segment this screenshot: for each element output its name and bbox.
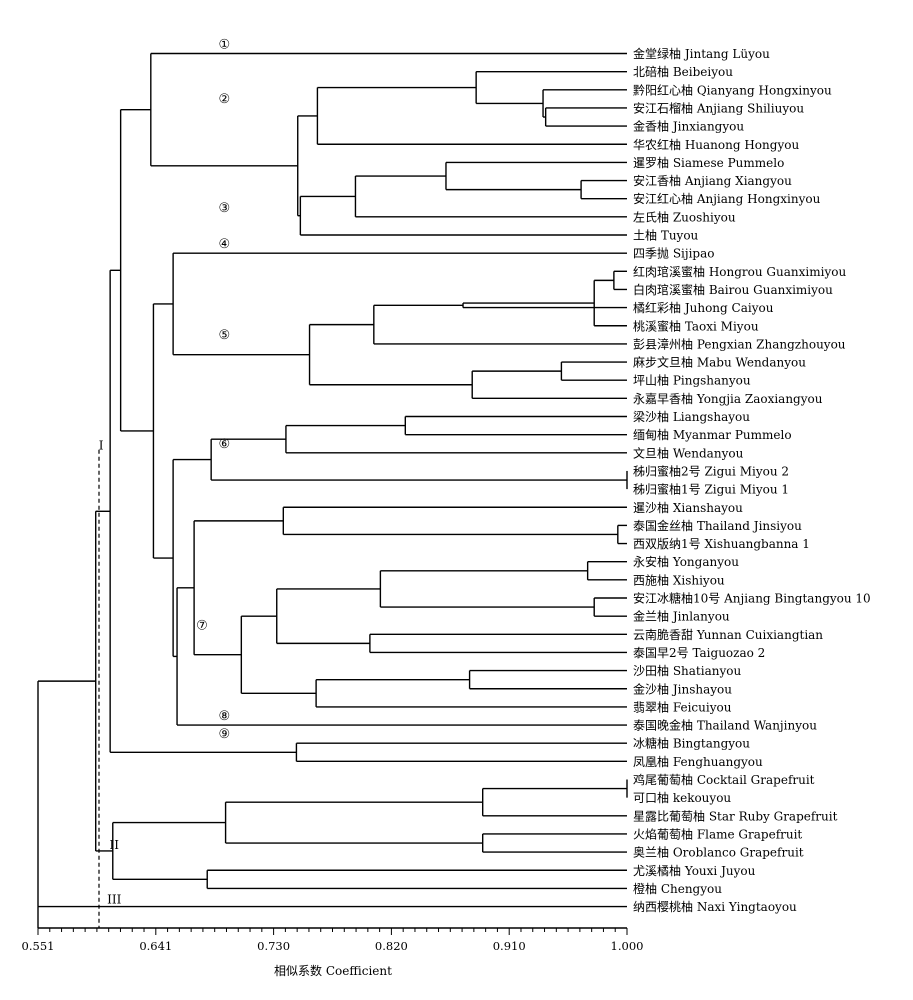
leaf-label: 文旦柚 Wendanyou <box>633 445 744 460</box>
x-tick-label: 0.820 <box>375 939 408 953</box>
leaf-label: 土柚 Tuyou <box>633 228 699 243</box>
leaf-label: 橘红彩柚 Juhong Caiyou <box>633 300 774 315</box>
cluster-number: ③ <box>218 201 230 216</box>
leaf-label: 安江红心柚 Anjiang Hongxinyou <box>633 191 821 206</box>
leaf-label: 华农红柚 Huanong Hongyou <box>633 137 799 152</box>
x-tick-label: 0.730 <box>257 939 290 953</box>
leaf-label: 北碚柚 Beibeiyou <box>633 64 733 79</box>
x-tick-label: 1.000 <box>611 939 644 953</box>
leaf-label: 暹罗柚 Siamese Pummelo <box>633 155 784 170</box>
x-tick-label: 0.910 <box>493 939 526 953</box>
leaf-label: 可口柚 kekouyou <box>633 790 731 805</box>
leaf-label: 沙田柚 Shatianyou <box>633 663 741 678</box>
leaf-label: 鸡尾葡萄柚 Cocktail Grapefruit <box>633 772 815 787</box>
x-tick-label: 0.551 <box>22 939 55 953</box>
leaf-label: 西施柚 Xishiyou <box>633 572 725 587</box>
leaf-label: 金堂绿柚 Jintang Lüyou <box>633 46 770 61</box>
leaf-label: 翡翠柚 Feicuiyou <box>633 699 732 714</box>
leaf-label: 黔阳红心柚 Qianyang Hongxinyou <box>633 82 832 97</box>
leaf-label: 桃溪蜜柚 Taoxi Miyou <box>633 318 759 333</box>
leaf-label: 安江冰糖柚10号 Anjiang Bingtangyou 10 <box>633 591 871 606</box>
leaf-label: 冰糖柚 Bingtangyou <box>633 736 750 751</box>
leaf-label: 尤溪橘柚 Youxi Juyou <box>633 863 756 878</box>
x-axis: 0.551 0.641 0.730 0.820 0.910 1.000 <box>22 927 644 953</box>
leaf-label: 永安柚 Yonganyou <box>633 554 739 569</box>
leaf-label: 纳西樱桃柚 Naxi Yingtaoyou <box>633 899 797 914</box>
leaf-label: 红肉琯溪蜜柚 Hongrou Guanximiyou <box>633 264 846 279</box>
leaf-label: 金兰柚 Jinlanyou <box>633 609 730 624</box>
cluster-number: ⑤ <box>218 328 230 343</box>
cluster-number: ⑨ <box>218 727 230 742</box>
cluster-number: ⑧ <box>218 709 230 724</box>
x-tick-label: 0.641 <box>139 939 172 953</box>
cluster-roman-label: III <box>107 892 121 906</box>
leaf-label: 橙柚 Chengyou <box>633 881 722 896</box>
leaf-label: 永嘉早香柚 Yongjia Zaoxiangyou <box>633 391 823 406</box>
dendrogram-branches <box>37 52 628 928</box>
leaf-label: 奥兰柚 Oroblanco Grapefruit <box>633 845 804 860</box>
leaf-label: 秭归蜜柚1号 Zigui Miyou 1 <box>633 482 789 497</box>
leaf-labels: 金堂绿柚 Jintang Lüyou 北碚柚 Beibeiyou 黔阳红心柚 Qia… <box>633 46 871 914</box>
leaf-label: 四季抛 Sijipao <box>633 246 715 261</box>
leaf-label: 凤凰柚 Fenghuangyou <box>633 754 763 769</box>
leaf-label: 星露比葡萄柚 Star Ruby Grapefruit <box>633 808 838 823</box>
leaf-label: 秭归蜜柚2号 Zigui Miyou 2 <box>633 463 789 478</box>
cluster-number: ⑦ <box>196 618 208 633</box>
leaf-label: 梁沙柚 Liangshayou <box>633 409 750 424</box>
leaf-label: 缅甸柚 Myanmar Pummelo <box>633 427 792 442</box>
leaf-label: 泰国晚金柚 Thailand Wanjinyou <box>633 718 817 733</box>
leaf-label: 麻步文旦柚 Mabu Wendanyou <box>633 355 806 370</box>
cluster-roman-label: I <box>99 439 104 453</box>
leaf-label: 火焰葡萄柚 Flame Grapefruit <box>633 826 802 841</box>
leaf-label: 左氏柚 Zuoshiyou <box>633 209 736 224</box>
leaf-label: 彭县漳州柚 Pengxian Zhangzhouyou <box>633 336 846 351</box>
leaf-label: 暹沙柚 Xianshayou <box>633 500 743 515</box>
cluster-number: ② <box>218 92 230 107</box>
leaf-label: 西双版纳1号 Xishuangbanna 1 <box>633 537 810 551</box>
leaf-label: 坪山柚 Pingshanyou <box>633 373 751 388</box>
leaf-label: 泰国金丝柚 Thailand Jinsiyou <box>633 518 802 533</box>
leaf-label: 云南脆香甜 Yunnan Cuixiangtian <box>633 627 823 642</box>
cluster-number: ⑥ <box>218 437 230 452</box>
leaf-label: 金香柚 Jinxiangyou <box>633 119 744 134</box>
cluster-number: ④ <box>218 237 230 252</box>
leaf-label: 安江香柚 Anjiang Xiangyou <box>633 173 792 188</box>
x-axis-label: 相似系数 Coefficient <box>274 963 392 978</box>
leaf-label: 安江石榴柚 Anjiang Shiliuyou <box>633 100 804 115</box>
leaf-label: 泰国早2号 Taiguozao 2 <box>633 646 765 660</box>
leaf-label: 白肉琯溪蜜柚 Bairou Guanximiyou <box>633 282 833 297</box>
cluster-number: ① <box>218 38 230 53</box>
leaf-label: 金沙柚 Jinshayou <box>633 681 732 696</box>
cluster-roman-label: II <box>109 838 119 852</box>
